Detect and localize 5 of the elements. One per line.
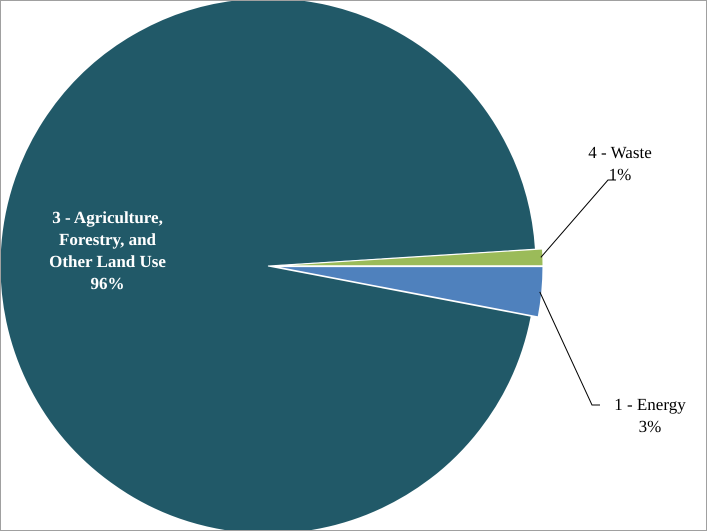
data-label: 96% (90, 274, 125, 293)
data-label: 3% (638, 417, 662, 436)
slice-label: 3 - Agriculture, Forestry, and Other Land Use (49, 208, 166, 271)
slice-label: 1 - Energy (614, 395, 686, 414)
slice-label: 4 - Waste (588, 143, 652, 162)
